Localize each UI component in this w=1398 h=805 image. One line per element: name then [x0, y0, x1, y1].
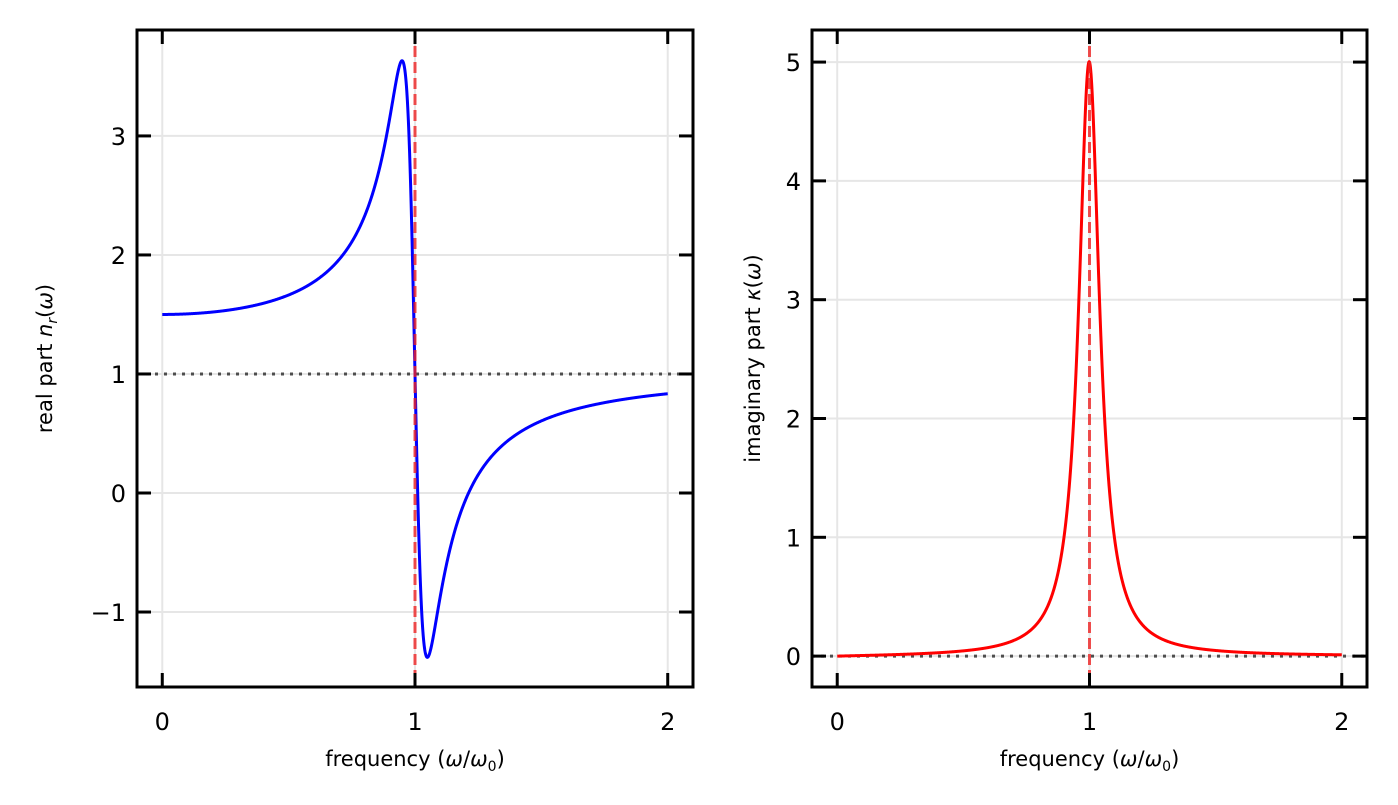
- label-part: /: [463, 747, 471, 771]
- y-tick-label: 5: [786, 49, 801, 77]
- y-axis-label: imaginary part κ(ω): [741, 254, 765, 462]
- label-part: ): [741, 254, 765, 262]
- label-part: (: [33, 310, 57, 318]
- y-tick-label: −1: [91, 599, 126, 627]
- y-tick-label: 2: [786, 405, 801, 433]
- label-part: 0: [1162, 759, 1171, 775]
- label-part: frequency (: [325, 747, 445, 771]
- x-tick-label: 1: [1082, 708, 1097, 736]
- x-tick-label: 2: [660, 708, 675, 736]
- label-part: n: [33, 324, 57, 337]
- label-part: ω: [33, 292, 57, 310]
- label-part: ω: [1145, 747, 1163, 771]
- label-part: frequency (: [1000, 747, 1120, 771]
- label-part: ω: [445, 747, 463, 771]
- x-axis-label: frequency (ω/ω0): [325, 747, 505, 775]
- y-tick-label: 3: [786, 287, 801, 315]
- label-part: imaginary part: [741, 301, 765, 463]
- label-part: (: [741, 280, 765, 288]
- x-axis-label: frequency (ω/ω0): [1000, 747, 1180, 775]
- label-part: r: [45, 317, 61, 324]
- label-part: ω: [470, 747, 488, 771]
- y-tick-label: 1: [111, 361, 126, 389]
- label-part: ): [497, 747, 505, 771]
- x-tick-label: 0: [830, 708, 845, 736]
- label-part: ): [33, 284, 57, 292]
- label-part: ω: [1120, 747, 1138, 771]
- x-tick-label: 0: [155, 708, 170, 736]
- label-part: /: [1138, 747, 1146, 771]
- y-tick-label: 0: [786, 643, 801, 671]
- label-part: ): [1171, 747, 1179, 771]
- y-tick-label: 1: [786, 524, 801, 552]
- label-part: κ: [741, 288, 765, 301]
- y-axis-label: real part nr(ω): [33, 284, 61, 433]
- label-part: ω: [741, 263, 765, 281]
- x-tick-label: 2: [1334, 708, 1349, 736]
- y-tick-label: 0: [111, 480, 126, 508]
- label-part: 0: [488, 759, 497, 775]
- y-tick-label: 3: [111, 123, 126, 151]
- y-tick-label: 2: [111, 242, 126, 270]
- x-tick-label: 1: [407, 708, 422, 736]
- y-tick-label: 4: [786, 168, 801, 196]
- label-part: real part: [33, 337, 57, 433]
